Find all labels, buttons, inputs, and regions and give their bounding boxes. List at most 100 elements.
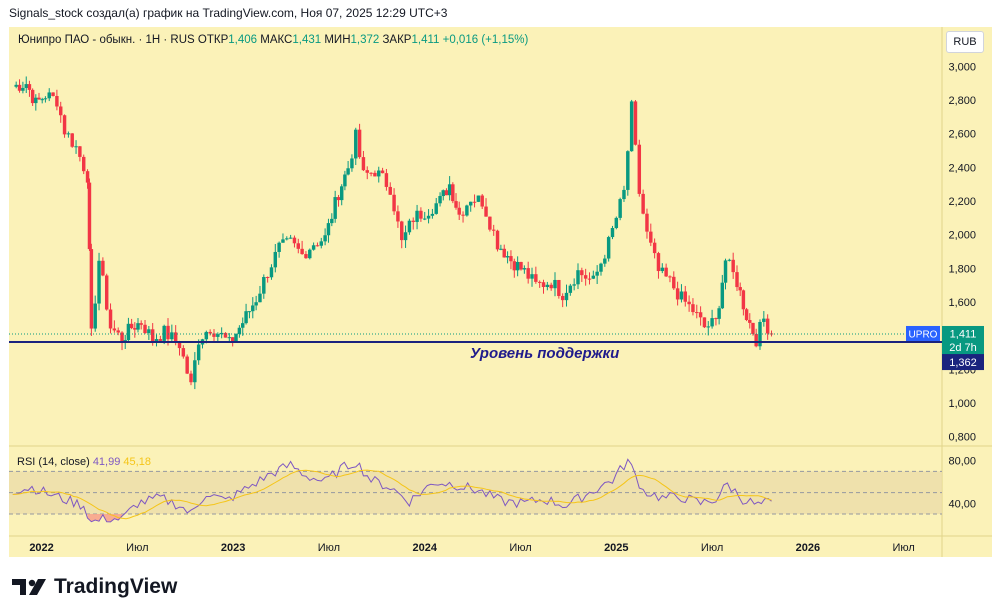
- candle-body: [741, 290, 746, 310]
- x-tick-label: Июл: [126, 542, 148, 554]
- candle-body: [461, 214, 465, 216]
- candle-body: [415, 210, 419, 222]
- candle-body: [241, 323, 245, 328]
- high-label: МАКС: [260, 34, 293, 46]
- candle-body: [277, 242, 281, 252]
- candle-body: [40, 99, 44, 101]
- candle-body: [698, 312, 703, 318]
- brand-name: TradingView: [54, 575, 178, 598]
- candle-body: [143, 324, 147, 334]
- high-value: 1,431: [292, 34, 322, 46]
- rsi-tick-label: 40,00: [948, 498, 976, 510]
- candle-body: [296, 243, 301, 249]
- candle-body: [227, 337, 232, 339]
- candle-body: [451, 184, 455, 202]
- candle-body: [288, 237, 293, 239]
- candle-body: [720, 282, 725, 309]
- candle-body: [21, 87, 25, 91]
- support-price-badge: [942, 354, 984, 371]
- tradingview-logo[interactable]: TradingView: [12, 575, 177, 599]
- candle-body: [212, 333, 216, 337]
- candle-body: [583, 275, 588, 279]
- candle-body: [369, 172, 373, 174]
- candle-body: [377, 170, 381, 177]
- candle-body: [285, 238, 289, 240]
- candle-body: [717, 308, 721, 319]
- candle-body: [530, 274, 534, 279]
- candle-body: [512, 261, 517, 271]
- low-value: 1,372: [350, 34, 380, 46]
- candle-body: [465, 205, 469, 216]
- candle-body: [687, 301, 691, 305]
- tradingview-logo-icon: [12, 579, 46, 595]
- candle-body: [714, 318, 718, 320]
- candle-body: [754, 333, 758, 347]
- candle-body: [357, 129, 362, 158]
- candle-body: [610, 228, 615, 238]
- candle-body: [488, 216, 492, 230]
- candle-body: [637, 144, 642, 194]
- candle-body: [166, 325, 170, 340]
- candle-body: [695, 312, 699, 314]
- y-tick-label: 0,800: [948, 432, 976, 444]
- candle-body: [557, 279, 561, 296]
- candle-body: [85, 171, 90, 183]
- candle-body: [216, 334, 220, 337]
- candle-body: [62, 115, 67, 135]
- low-label: МИН: [324, 34, 351, 46]
- y-tick-label: 1,600: [948, 297, 976, 309]
- candle-body: [505, 256, 510, 258]
- candle-body: [315, 245, 320, 247]
- candle-body: [343, 174, 347, 187]
- candle-body: [108, 309, 113, 329]
- candle-body: [444, 190, 449, 196]
- candle-body: [738, 287, 742, 291]
- candle-body: [762, 318, 766, 322]
- candle-body: [139, 323, 143, 325]
- x-tick-label: Июл: [701, 542, 723, 554]
- candle-body: [292, 237, 297, 244]
- rsi-title: RSI (14, close): [17, 456, 90, 468]
- candle-body: [603, 258, 607, 264]
- x-tick-label: 2024: [412, 542, 437, 554]
- candle-body: [476, 195, 481, 202]
- candle-body: [499, 248, 503, 250]
- candle-body: [308, 249, 312, 259]
- candle-body: [323, 235, 327, 242]
- candle-body: [595, 271, 599, 276]
- candle-body: [560, 295, 565, 301]
- candle-body: [576, 270, 580, 285]
- candle-body: [419, 210, 423, 219]
- candle-body: [120, 332, 124, 343]
- candle-body: [731, 259, 735, 273]
- rsi-legend: RSI (14, close) 41,99 45,18: [17, 456, 151, 468]
- candle-body: [361, 157, 366, 171]
- candle-body: [618, 199, 622, 218]
- candle-body: [541, 282, 546, 288]
- currency-button[interactable]: RUB: [946, 31, 984, 53]
- candle-body: [519, 261, 523, 270]
- candle-body: [330, 218, 334, 224]
- candle-body: [765, 318, 770, 334]
- candle-body: [136, 323, 140, 330]
- candle-body: [553, 279, 557, 289]
- candle-body: [34, 97, 38, 104]
- candle-body: [645, 213, 649, 232]
- candle-body: [112, 328, 117, 331]
- candle-body: [468, 201, 473, 206]
- candle-body: [223, 332, 228, 338]
- candle-body: [30, 89, 35, 104]
- candle-body: [150, 329, 155, 342]
- chart-area[interactable]: [9, 27, 992, 557]
- candle-body: [735, 272, 739, 288]
- candle-body: [336, 197, 341, 201]
- open-value: 1,406: [228, 34, 258, 46]
- candle-body: [281, 239, 285, 243]
- candle-body: [311, 245, 316, 250]
- candle-body: [189, 373, 193, 383]
- candle-body: [727, 259, 732, 261]
- close-value: 1,411: [411, 34, 440, 46]
- candle-body: [706, 326, 710, 328]
- change-value: +0,016 (+1,15%): [442, 34, 529, 46]
